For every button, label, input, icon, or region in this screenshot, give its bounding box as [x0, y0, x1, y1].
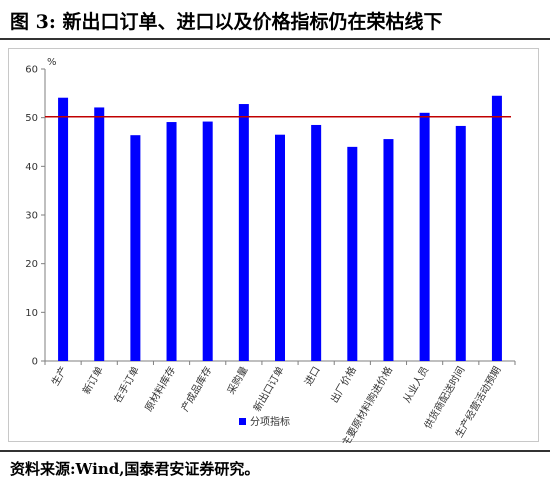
- bar: [347, 146, 358, 361]
- source-bar: 资料来源:Wind,国泰君安证券研究。: [0, 450, 550, 483]
- bar: [58, 97, 69, 362]
- bar: [311, 124, 322, 361]
- figure-title-bar: 图 3: 新出口订单、进口以及价格指标仍在荣枯线下: [0, 0, 550, 40]
- legend-label: 分项指标: [250, 415, 290, 428]
- bar: [166, 122, 177, 362]
- x-tick-label: 新出口订单: [250, 364, 286, 414]
- x-tick-label: 采购量: [224, 364, 250, 396]
- y-tick-label: 20: [25, 259, 38, 270]
- bar-chart: 0 10 20 30 40 50 60% 生产 新订单 在手订单 原材料库存 产成品库存 采购量 新出口订…: [25, 57, 516, 443]
- bar: [419, 112, 430, 361]
- source-note: 资料来源:Wind,国泰君安证券研究。: [10, 460, 260, 478]
- bar: [130, 135, 141, 361]
- chart-frame: 0 10 20 30 40 50 60% 生产 新订单 在手订单 原材料库存 产成品库存 采购量 新出口订…: [8, 48, 539, 443]
- x-tick-label: 从业人员: [401, 365, 431, 406]
- y-tick-label: 30: [25, 211, 38, 222]
- x-tick-label: 出厂价格: [328, 364, 359, 405]
- figure-title: 图 3: 新出口订单、进口以及价格指标仍在荣枯线下: [10, 11, 443, 33]
- x-tick-label: 在手订单: [111, 364, 142, 405]
- x-tick-label: 进口: [302, 365, 322, 388]
- x-tick-label: 产成品库存: [178, 364, 214, 414]
- bar: [202, 121, 213, 361]
- bar: [94, 107, 105, 361]
- x-tick-label: 生产: [48, 364, 69, 388]
- bar: [455, 125, 466, 361]
- y-tick-label: 10: [25, 308, 38, 319]
- y-tick-label: 60: [25, 65, 38, 76]
- y-tick-label: 0: [32, 357, 38, 368]
- bar: [491, 95, 502, 361]
- legend-swatch: [239, 418, 246, 425]
- x-tick-label: 原材料库存: [142, 364, 178, 414]
- bar: [383, 139, 394, 361]
- y-tick-label: 50: [25, 113, 38, 124]
- bar: [275, 134, 285, 361]
- y-axis-unit: %: [47, 57, 57, 68]
- x-tick-label: 新订单: [80, 364, 106, 396]
- bar: [238, 104, 249, 361]
- y-tick-label: 40: [25, 162, 38, 173]
